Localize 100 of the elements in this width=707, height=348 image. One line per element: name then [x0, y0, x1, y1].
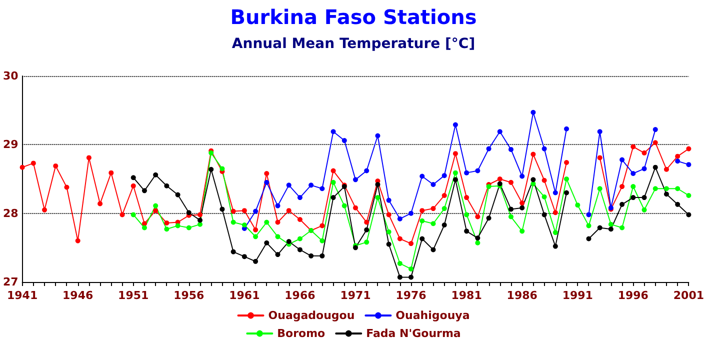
point [642, 166, 647, 172]
x-tick-label: 1971 [340, 289, 371, 302]
point [475, 168, 480, 174]
point [542, 178, 547, 183]
point [420, 208, 425, 214]
point [175, 192, 180, 198]
point [220, 166, 225, 172]
point [286, 208, 292, 214]
point [475, 214, 480, 220]
point [364, 220, 370, 225]
point [520, 200, 525, 206]
point [475, 240, 480, 246]
point [675, 186, 680, 192]
point [564, 176, 570, 182]
point [320, 238, 325, 244]
point [442, 206, 447, 212]
point [408, 266, 414, 272]
point [652, 127, 658, 132]
point [330, 180, 336, 185]
x-tick-label: 1941 [6, 289, 38, 302]
point [497, 176, 502, 182]
x-tick-label: 1946 [62, 289, 94, 302]
x-tick-label: 1991 [562, 289, 593, 302]
point [220, 206, 225, 212]
point [186, 225, 192, 230]
point [175, 223, 180, 228]
point [520, 174, 525, 179]
point [597, 225, 602, 230]
point [397, 274, 402, 280]
point [620, 157, 625, 162]
y-tick-label: 27 [2, 276, 18, 288]
point [552, 230, 558, 236]
point [353, 205, 358, 210]
point [264, 180, 270, 185]
point [597, 186, 602, 192]
point [520, 228, 525, 234]
point [542, 194, 547, 200]
point [642, 195, 647, 200]
point [253, 227, 258, 232]
point [586, 223, 592, 228]
point [342, 138, 347, 144]
point [386, 229, 392, 234]
point [286, 182, 292, 188]
point [297, 247, 302, 252]
point [542, 146, 547, 152]
point [320, 223, 325, 228]
point [608, 226, 614, 232]
legend-label: Ouahigouya [396, 309, 470, 322]
point [186, 210, 192, 216]
point [430, 247, 436, 252]
point [120, 212, 125, 218]
x-tick-label: 1951 [118, 289, 149, 302]
point [297, 217, 302, 222]
point [530, 177, 536, 182]
point [420, 174, 425, 179]
y-tick-label: 30 [2, 70, 19, 82]
point [253, 208, 258, 214]
point [442, 173, 447, 178]
point [686, 192, 692, 198]
y-tick-label: 29 [2, 138, 18, 152]
point [430, 206, 436, 212]
point [420, 236, 425, 242]
point [597, 155, 602, 160]
point [497, 129, 502, 134]
point [242, 222, 247, 228]
point [486, 146, 492, 152]
point [552, 210, 558, 216]
point [486, 216, 492, 221]
point [530, 110, 536, 115]
point [330, 168, 336, 174]
point [664, 186, 669, 192]
point [608, 222, 614, 227]
point [397, 216, 402, 222]
point [620, 184, 625, 190]
point [686, 212, 692, 218]
point [320, 253, 325, 258]
point [620, 202, 625, 207]
point [652, 164, 658, 170]
point [430, 182, 436, 187]
point [142, 221, 147, 226]
point [620, 225, 625, 230]
point [320, 186, 325, 192]
point [142, 225, 147, 230]
point [508, 206, 514, 212]
point [275, 252, 280, 258]
point [520, 205, 525, 210]
point [153, 208, 158, 214]
x-tick-label: 1966 [284, 289, 316, 302]
point [552, 244, 558, 249]
point [675, 202, 680, 207]
point [297, 236, 302, 242]
point [98, 201, 103, 206]
point [552, 190, 558, 196]
point [342, 203, 347, 208]
x-tick-label: 1981 [451, 289, 482, 302]
point [652, 140, 658, 146]
point [86, 155, 92, 160]
point [130, 175, 136, 180]
point [20, 164, 25, 170]
point [630, 171, 636, 176]
